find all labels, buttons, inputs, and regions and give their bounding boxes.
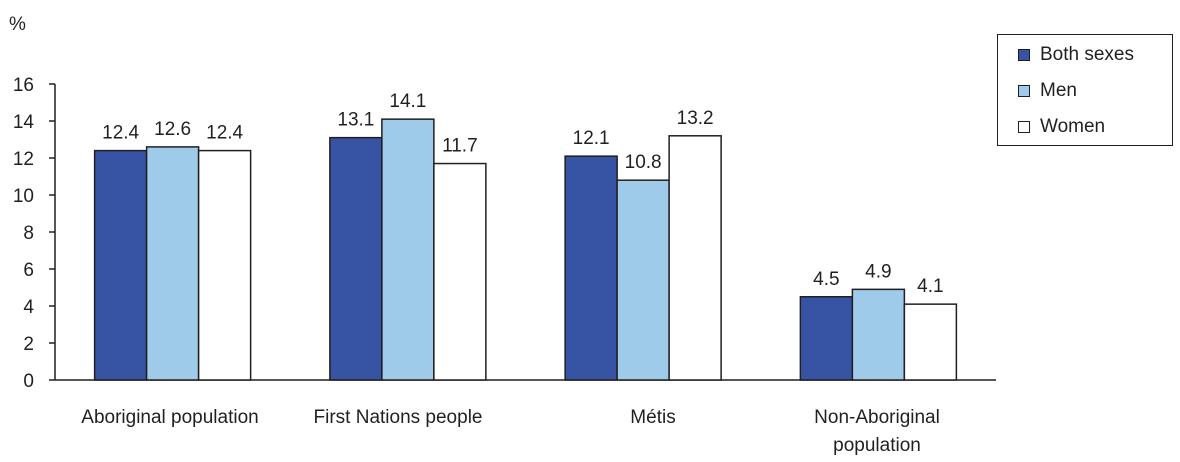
legend-item-both-sexes: Both sexes bbox=[1018, 42, 1134, 68]
data-label-women: 4.1 bbox=[917, 276, 943, 297]
bar-men-aboriginal-population bbox=[145, 146, 200, 381]
legend-swatch-men bbox=[1018, 85, 1030, 97]
bar-both-sexes-first-nations-people bbox=[329, 136, 383, 381]
y-tick-label: 12 bbox=[13, 149, 34, 170]
bar-both-sexes-m-tis bbox=[564, 155, 618, 381]
data-label-both-sexes: 12.1 bbox=[573, 128, 610, 149]
bar-women-m-tis bbox=[668, 135, 722, 381]
data-label-women: 11.7 bbox=[442, 136, 478, 157]
data-label-both-sexes: 13.1 bbox=[337, 110, 374, 131]
bar-both-sexes-aboriginal-population bbox=[93, 149, 148, 381]
y-tick-label: 0 bbox=[23, 371, 34, 392]
data-label-women: 12.4 bbox=[206, 123, 243, 144]
x-tick-label: population bbox=[833, 435, 921, 456]
legend-item-women: Women bbox=[1018, 114, 1105, 140]
legend-label-both-sexes: Both sexes bbox=[1040, 44, 1134, 65]
data-label-both-sexes: 12.4 bbox=[102, 123, 139, 144]
bar-men-first-nations-people bbox=[381, 118, 435, 381]
bar-women-aboriginal-population bbox=[197, 149, 252, 381]
y-tick-label: 6 bbox=[23, 260, 34, 281]
x-tick-label: Non-Aboriginal bbox=[814, 407, 940, 428]
data-label-both-sexes: 4.5 bbox=[813, 269, 839, 290]
y-tick-label: 16 bbox=[13, 75, 34, 96]
legend-swatch-both-sexes bbox=[1018, 49, 1030, 61]
bar-men-m-tis bbox=[616, 179, 670, 381]
data-label-women: 13.2 bbox=[677, 108, 714, 129]
bar-both-sexes-non-aboriginal-population bbox=[799, 296, 854, 381]
x-tick-label: Métis bbox=[630, 407, 675, 428]
bar-women-first-nations-people bbox=[433, 162, 487, 381]
chart-legend: Both sexes Men Women bbox=[997, 34, 1173, 146]
legend-label-women: Women bbox=[1040, 116, 1106, 137]
x-tick-label: First Nations people bbox=[314, 407, 483, 428]
data-label-men: 10.8 bbox=[625, 152, 662, 173]
data-label-men: 4.9 bbox=[865, 261, 891, 282]
legend-label-men: Men bbox=[1040, 80, 1077, 101]
y-tick-label: 2 bbox=[23, 334, 34, 355]
y-axis-label: % bbox=[9, 14, 26, 35]
data-label-men: 12.6 bbox=[154, 119, 191, 140]
legend-swatch-women bbox=[1018, 121, 1030, 133]
y-tick-label: 14 bbox=[13, 112, 35, 133]
x-tick-label: Aboriginal population bbox=[81, 407, 258, 428]
data-label-men: 14.1 bbox=[389, 91, 426, 112]
y-tick-label: 4 bbox=[23, 297, 34, 318]
bar-women-non-aboriginal-population bbox=[903, 303, 958, 381]
legend-item-men: Men bbox=[1018, 78, 1077, 104]
y-tick-label: 8 bbox=[23, 223, 34, 244]
bar-men-non-aboriginal-population bbox=[851, 288, 906, 381]
y-tick-label: 10 bbox=[13, 186, 34, 207]
